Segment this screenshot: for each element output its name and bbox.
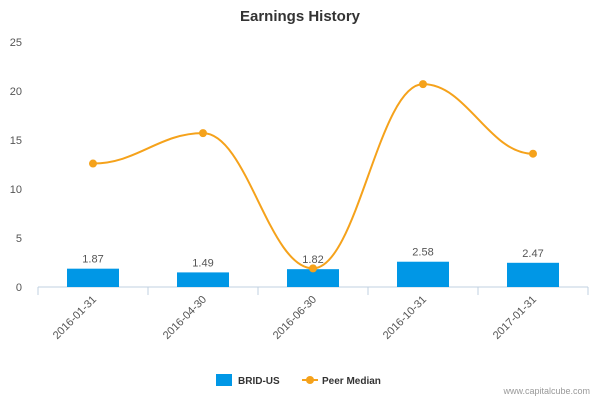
bar-data-label: 2.47 [522,248,543,260]
credit-text: www.capitalcube.com [502,386,590,396]
line-series-peer-median [89,80,537,273]
peer-median-point-2016-06-30 [309,264,317,273]
legend: BRID-US Peer Median [216,374,381,387]
legend-label-brid-us: BRID-US [238,376,280,387]
x-tick-label: 2017-01-31 [491,294,539,342]
legend-swatch-peer-median-marker [306,376,314,384]
legend-label-peer-median: Peer Median [322,376,381,387]
bar-data-label: 1.49 [192,257,213,269]
peer-median-point-2016-01-31 [89,159,97,168]
x-axis: 2016-01-31 2016-04-30 2016-06-30 2016-10-31… [37,287,589,342]
x-tick-label: 2016-06-30 [271,294,319,342]
bar-data-label: 1.87 [82,254,103,266]
peer-median-point-2016-04-30 [199,129,207,138]
x-tick-label: 2016-04-30 [161,294,209,342]
x-tick-label: 2016-10-31 [381,294,429,342]
chart-title: Earnings History [240,8,361,25]
y-tick-label: 5 [16,233,22,245]
bar-2016-06-30 [287,269,339,287]
peer-median-point-2017-01-31 [529,149,537,158]
bar-2016-01-31 [67,268,119,287]
peer-median-line [92,83,534,270]
y-axis: 0 5 10 15 20 25 [10,37,22,294]
y-tick-label: 10 [10,184,22,196]
x-tick-label: 2016-01-31 [51,294,99,342]
y-tick-label: 20 [10,86,22,98]
y-tick-label: 25 [10,37,22,49]
bar-2017-01-31 [507,262,559,287]
legend-swatch-brid-us [216,374,232,386]
bar-2016-04-30 [177,272,229,287]
y-tick-label: 15 [10,135,22,147]
bar-data-label: 1.82 [302,254,323,266]
peer-median-point-2016-10-31 [419,80,427,89]
y-tick-label: 0 [16,282,22,294]
bar-data-label: 2.58 [412,247,433,259]
bar-2016-10-31 [397,261,449,287]
bar-series-brid-us: 1.87 1.49 1.82 2.58 2.47 [67,247,559,287]
